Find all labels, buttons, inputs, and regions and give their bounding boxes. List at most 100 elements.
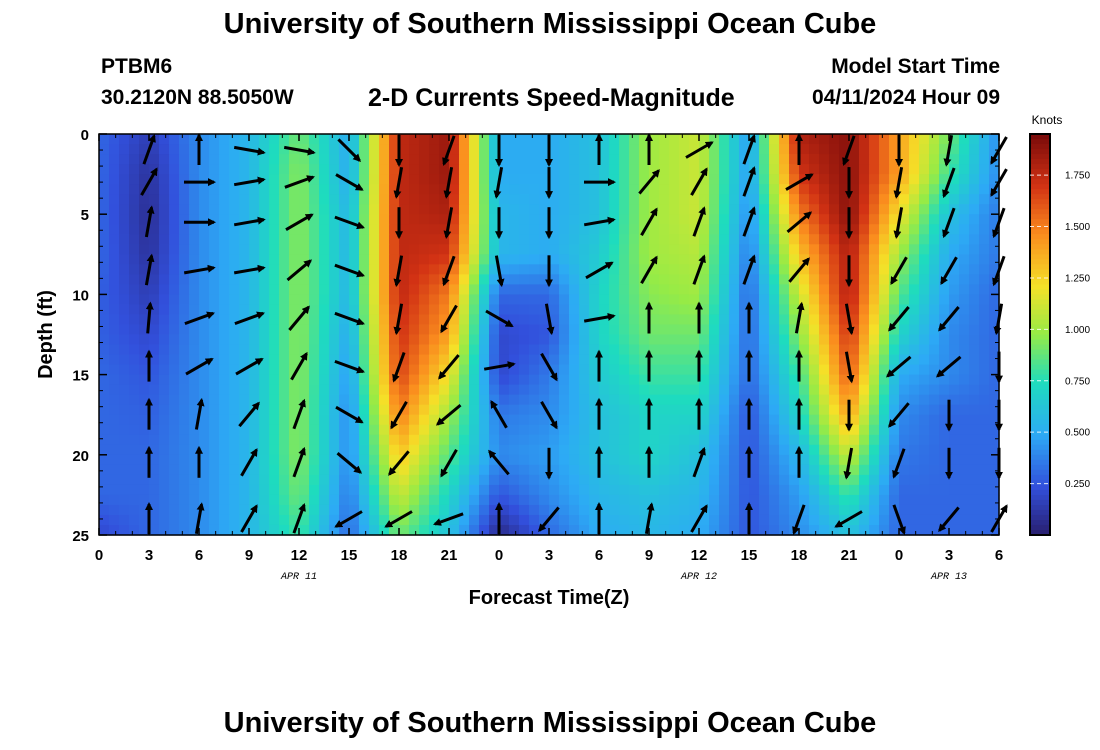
- heatmap-cell: [969, 364, 980, 376]
- heatmap-cell: [409, 154, 420, 165]
- heatmap-cell: [989, 404, 1000, 416]
- heatmap-cell: [699, 274, 710, 285]
- heatmap-cell: [569, 404, 580, 416]
- heatmap-cell: [619, 394, 630, 406]
- heatmap-cell: [139, 414, 150, 426]
- heatmap-cell: [259, 294, 270, 306]
- current-arrow: [938, 306, 960, 332]
- heatmap-cell: [519, 234, 530, 245]
- heatmap-cell: [489, 244, 500, 255]
- heatmap-cell: [419, 304, 430, 316]
- heatmap-cell: [119, 514, 130, 526]
- heatmap-cell: [159, 514, 170, 526]
- heatmap-cell: [279, 464, 290, 476]
- heatmap-cell: [829, 524, 840, 536]
- heatmap-cell: [649, 244, 660, 255]
- heatmap-cell: [489, 254, 500, 265]
- heatmap-cell: [369, 194, 380, 205]
- heatmap-cell: [629, 434, 640, 446]
- heatmap-cell: [529, 414, 540, 426]
- heatmap-cell: [269, 144, 280, 155]
- heatmap-cell: [339, 334, 350, 346]
- heatmap-cell: [399, 514, 410, 526]
- current-arrow: [442, 255, 456, 287]
- heatmap-cell: [939, 244, 950, 255]
- heatmap-cell: [609, 344, 620, 356]
- heatmap-cell: [189, 504, 200, 516]
- heatmap-cell: [349, 294, 360, 306]
- heatmap-cell: [229, 214, 240, 225]
- heatmap-cell: [799, 204, 810, 215]
- heatmap-cell: [699, 354, 710, 366]
- heatmap-cell: [319, 314, 330, 326]
- heatmap-cell: [139, 164, 150, 175]
- heatmap-cell: [739, 434, 750, 446]
- heatmap-cell: [199, 334, 210, 346]
- heatmap-cell: [989, 374, 1000, 386]
- heatmap-cell: [929, 264, 940, 275]
- heatmap-cell: [859, 274, 870, 285]
- heatmap-cell: [509, 234, 520, 245]
- heatmap-cell: [299, 144, 310, 155]
- heatmap-cell: [779, 354, 790, 366]
- heatmap-cell: [849, 384, 860, 396]
- heatmap-cell: [369, 224, 380, 235]
- heatmap-cell: [219, 424, 230, 436]
- heatmap-cell: [309, 424, 320, 436]
- heatmap-cell: [829, 474, 840, 486]
- heatmap-cell: [209, 354, 220, 366]
- heatmap-cell: [379, 354, 390, 366]
- heatmap-cell: [649, 134, 660, 145]
- heatmap-cell: [889, 404, 900, 416]
- heatmap-cell: [839, 174, 850, 185]
- heatmap-cell: [169, 174, 180, 185]
- heatmap-cell: [379, 334, 390, 346]
- heatmap-cell: [239, 334, 250, 346]
- heatmap-cell: [419, 514, 430, 526]
- heatmap-cell: [429, 194, 440, 205]
- heatmap-cell: [399, 134, 410, 145]
- heatmap-cell: [799, 294, 810, 306]
- heatmap-cell: [659, 434, 670, 446]
- heatmap-cell: [459, 304, 470, 316]
- heatmap-cell: [679, 384, 690, 396]
- heatmap-cell: [109, 404, 120, 416]
- heatmap-cell: [129, 524, 140, 536]
- heatmap-cell: [959, 354, 970, 366]
- heatmap-cell: [129, 484, 140, 496]
- heatmap-cell: [879, 474, 890, 486]
- heatmap-cell: [279, 194, 290, 205]
- current-arrow: [183, 264, 216, 275]
- heatmap-cell: [189, 234, 200, 245]
- heatmap-cell: [289, 264, 300, 275]
- heatmap-cell: [749, 374, 760, 386]
- heatmap-cell: [209, 194, 220, 205]
- heatmap-cell: [649, 384, 660, 396]
- heatmap-cell: [759, 514, 770, 526]
- heatmap-cell: [289, 464, 300, 476]
- heatmap-cell: [839, 444, 850, 456]
- heatmap-cell: [799, 234, 810, 245]
- heatmap-cell: [589, 244, 600, 255]
- heatmap-cell: [119, 264, 130, 275]
- heatmap-cell: [809, 444, 820, 456]
- heatmap-cell: [459, 504, 470, 516]
- heatmap-cell: [399, 304, 410, 316]
- heatmap-cell: [459, 144, 470, 155]
- heatmap-cell: [219, 174, 230, 185]
- heatmap-cell: [529, 454, 540, 466]
- heatmap-cell: [109, 194, 120, 205]
- heatmap-cell: [669, 244, 680, 255]
- heatmap-cell: [329, 254, 340, 265]
- heatmap-cell: [719, 224, 730, 235]
- heatmap-cell: [749, 524, 760, 536]
- heatmap-cell: [379, 174, 390, 185]
- heatmap-cell: [389, 394, 400, 406]
- heatmap-cell: [609, 234, 620, 245]
- heatmap-cell: [469, 214, 480, 225]
- heatmap-cell: [939, 134, 950, 145]
- heatmap-cell: [969, 494, 980, 506]
- heatmap-cell: [469, 254, 480, 265]
- heatmap-cell: [179, 354, 190, 366]
- heatmap-cell: [619, 224, 630, 235]
